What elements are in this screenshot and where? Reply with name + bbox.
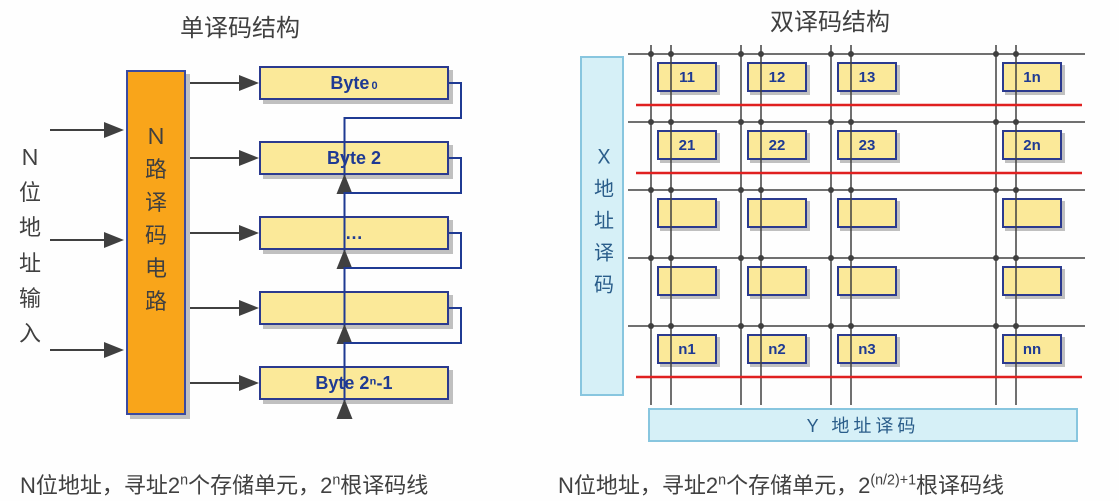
wiring-svg	[0, 0, 1119, 501]
